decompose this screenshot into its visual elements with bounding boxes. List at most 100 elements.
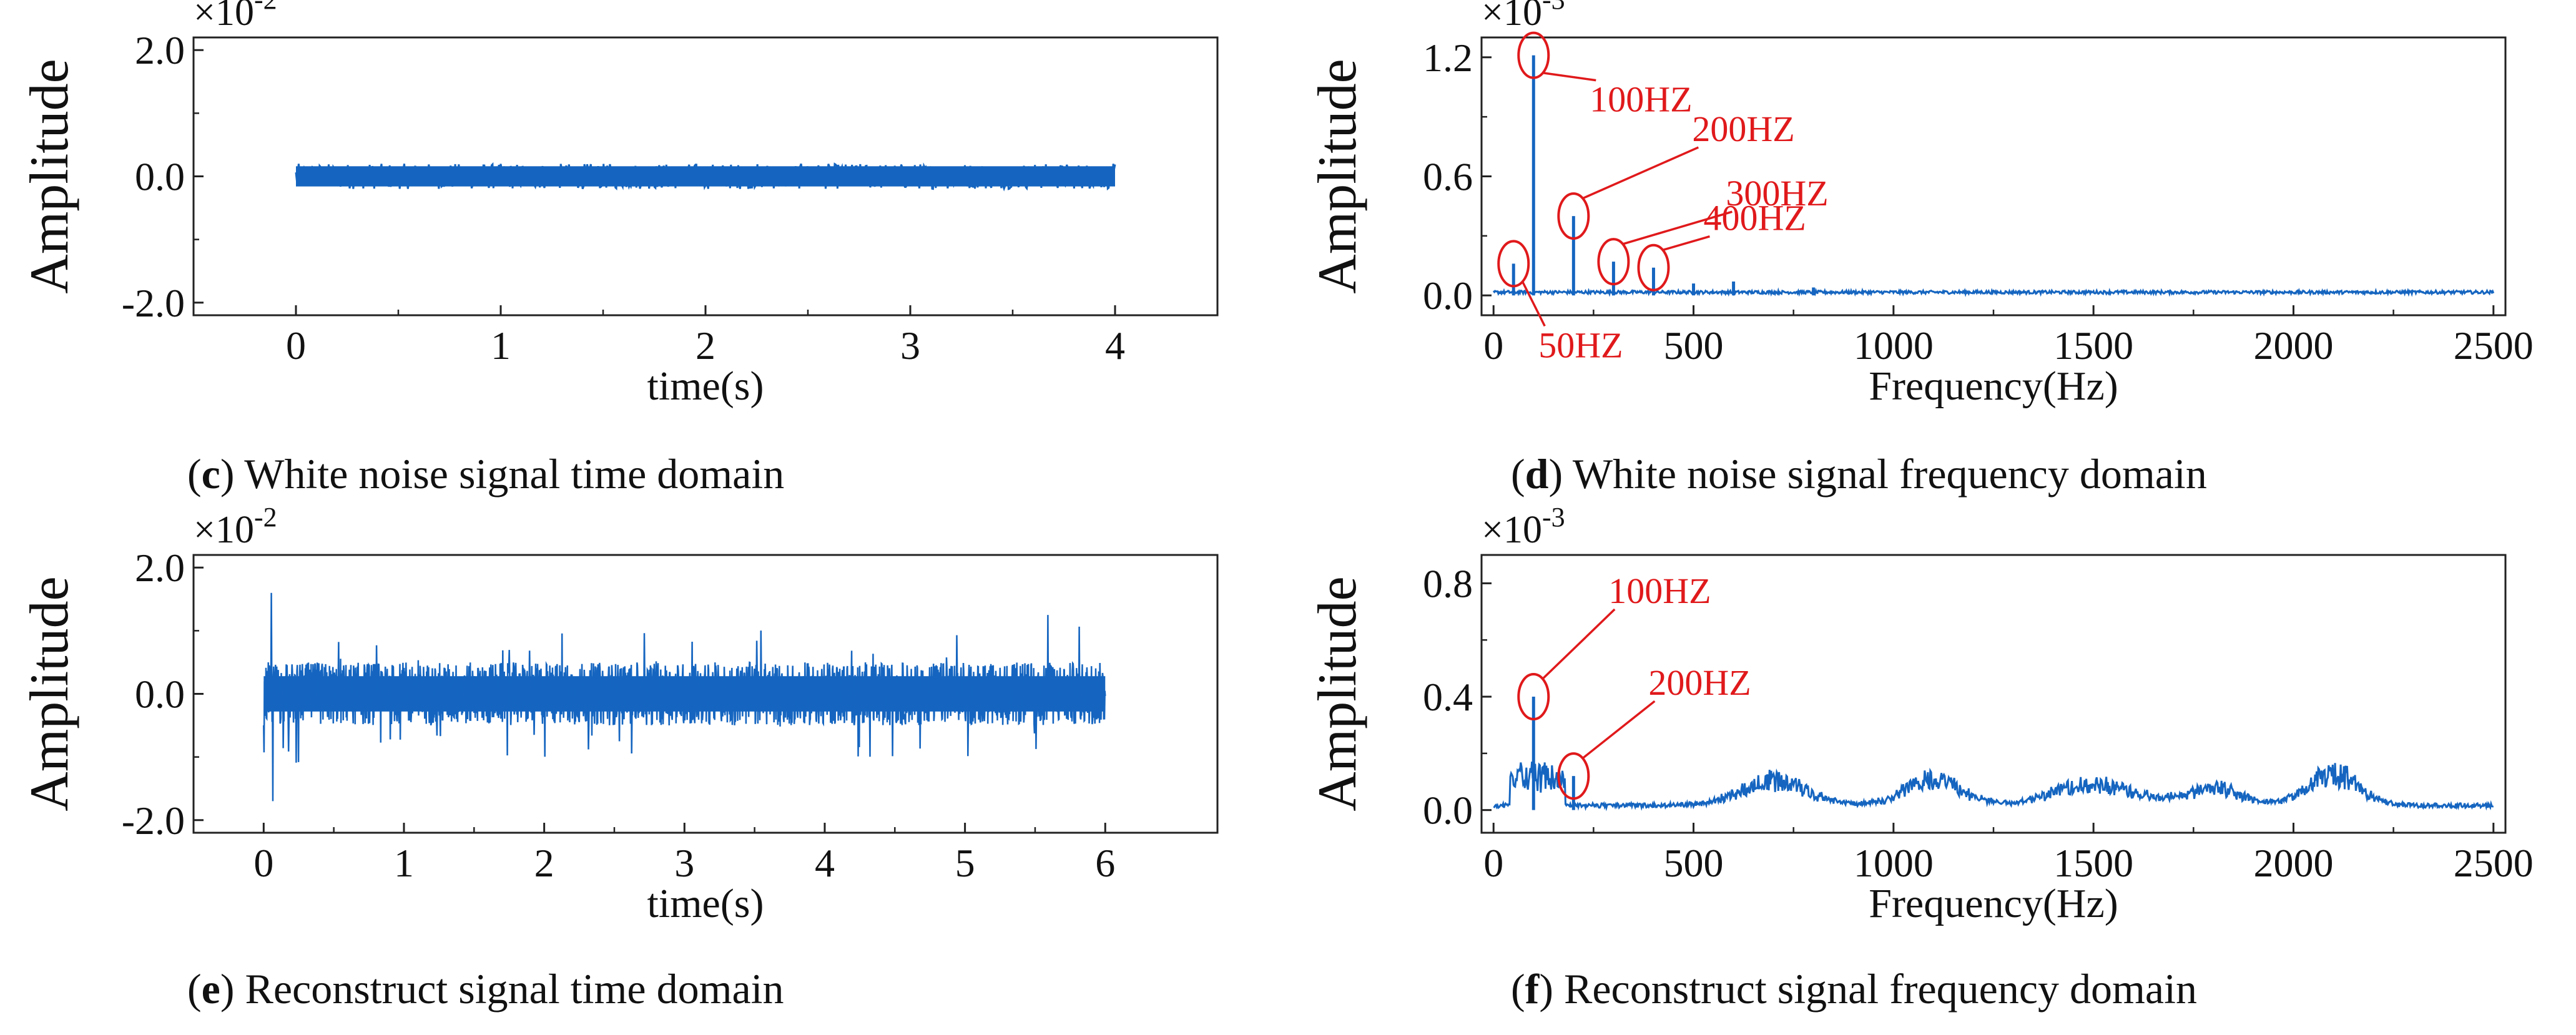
annotation-ellipse [1637,243,1670,292]
x-tick-label: 2 [696,323,715,368]
x-tick-label: 2500 [2454,323,2534,368]
y-axis-label: Amplitude [19,59,80,293]
caption-c: (c) White noise signal time domain [187,450,785,498]
x-tick-label: 0 [1483,323,1503,368]
y-tick-label: -2.0 [122,281,185,325]
chart-d: 0 500 1000 1500 2000 2500 0.0 0.6 1.2 Frequency(H… [1288,0,2576,518]
caption-f-text: Reconstruct signal frequency domain [1553,965,2197,1013]
y-axis-label: Amplitude [1307,59,1368,293]
chart-c-plot: 0 1 2 3 4 -2.0 0.0 2.0 time(s) Amplitude ×10-2 [19,0,1219,409]
caption-d: (d) White noise signal frequency domain [1511,450,2207,498]
chart-f: 0 500 1000 1500 2000 2500 0.0 0.4 0.8 Frequency(H… [1288,502,2576,1035]
spectrum-trace [1493,761,2494,812]
x-tick-label: 1500 [2053,323,2133,368]
x-axis-label: Frequency(Hz) [1869,881,2118,926]
x-tick-label: 4 [815,841,835,885]
spectrum-trace [1492,287,2495,297]
caption-c-text: White noise signal time domain [234,450,785,498]
y-tick-label: 0.0 [135,672,185,717]
scale-label: ×10-3 [1482,0,1565,34]
scale-exponent: -2 [254,0,277,15]
y-tick-label: 0.6 [1423,155,1473,199]
annotation-leader [1581,700,1656,760]
annotation-ellipse [1517,31,1550,79]
caption-e: (e) Reconstruct signal time domain [187,965,784,1013]
chart-c: 0 1 2 3 4 -2.0 0.0 2.0 time(s) Amplitude ×10-2 [0,0,1288,518]
annotation-leader [1541,608,1616,680]
y-tick-label: -2.0 [122,798,185,843]
caption-c-letter: c [201,450,220,498]
x-axis-label: time(s) [647,363,764,409]
series-group [295,162,1116,192]
chart-e-plot: 0 1 2 3 4 5 6 -2.0 0.0 2.0 time(s) Amplitude ×10-2 [19,502,1219,926]
x-tick-label: 1 [394,841,414,885]
chart-f-plot: 0 500 1000 1500 2000 2500 0.0 0.4 0.8 Frequency(H… [1307,502,2534,926]
y-tick-label: 1.2 [1423,36,1473,80]
scale-exponent: -2 [254,502,277,532]
signal-trace [263,592,1106,802]
x-tick-label: 1 [491,323,511,368]
annotation-ellipse [1517,673,1550,721]
series-group: 100HZ 200HZ [1493,571,2494,812]
x-tick-label: 3 [674,841,694,885]
x-axis-label: Frequency(Hz) [1869,363,2118,409]
x-tick-label: 1500 [2053,841,2133,885]
scale-label: ×10-3 [1482,502,1565,551]
scale-label: ×10-2 [194,0,277,34]
y-tick-label: 0.4 [1423,675,1473,719]
x-tick-label: 2000 [2253,323,2333,368]
scale-label: ×10-2 [194,502,277,551]
y-tick-label: 0.0 [135,155,185,199]
x-tick-label: 0 [1483,841,1503,885]
x-tick-label: 0 [253,841,273,885]
caption-d-letter: d [1525,450,1549,498]
caption-f-letter: f [1525,965,1540,1013]
annotation-label: 400HZ [1703,198,1806,238]
x-tick-label: 500 [1664,323,1724,368]
x-tick-label: 0 [286,323,306,368]
annotation-label: 100HZ [1590,79,1692,120]
x-tick-label: 1000 [1854,841,1934,885]
annotation-leader [1661,235,1710,252]
x-tick-label: 1000 [1854,323,1934,368]
annotation-label: 200HZ [1692,109,1794,149]
caption-d-text: White noise signal frequency domain [1563,450,2207,498]
chart-d-plot: 0 500 1000 1500 2000 2500 0.0 0.6 1.2 Frequency(H… [1307,0,2534,409]
x-tick-label: 500 [1664,841,1724,885]
y-tick-label: 2.0 [135,546,185,590]
scale-exponent: -3 [1542,502,1565,532]
annotation-label: 300HZ [1726,173,1828,213]
chart-e: 0 1 2 3 4 5 6 -2.0 0.0 2.0 time(s) Amplitude ×10-2 [0,502,1288,1035]
caption-f: (f) Reconstruct signal frequency domain [1511,965,2197,1013]
x-axis-label: time(s) [647,881,764,926]
annotation-ellipse [1497,240,1530,288]
y-tick-label: 0.0 [1423,788,1473,833]
annotation-leader [1621,210,1733,245]
annotation-leader [1581,146,1699,200]
y-axis-label: Amplitude [19,576,80,811]
signal-band [296,166,1115,187]
y-tick-label: 2.0 [135,28,185,72]
caption-e-letter: e [201,965,220,1013]
annotation-label: 100HZ [1608,571,1711,611]
y-tick-label: 0.8 [1423,561,1473,606]
annotation-ellipse [1557,752,1590,800]
x-tick-label: 4 [1105,323,1125,368]
x-tick-label: 6 [1095,841,1115,885]
x-tick-label: 5 [955,841,975,885]
x-tick-label: 2000 [2253,841,2333,885]
scale-exponent: -3 [1542,0,1565,15]
annotation-ellipse [1557,192,1590,240]
series-group [263,592,1106,802]
x-tick-label: 2 [534,841,554,885]
annotation-ellipse [1597,238,1630,286]
y-axis-label: Amplitude [1307,576,1368,811]
y-tick-label: 0.0 [1423,273,1473,318]
x-tick-label: 2500 [2454,841,2534,885]
x-tick-label: 3 [900,323,920,368]
annotation-label: 50HZ [1538,325,1623,365]
annotation-leader [1521,280,1546,327]
caption-e-text: Reconstruct signal time domain [234,965,784,1013]
annotation-leader [1542,71,1596,82]
